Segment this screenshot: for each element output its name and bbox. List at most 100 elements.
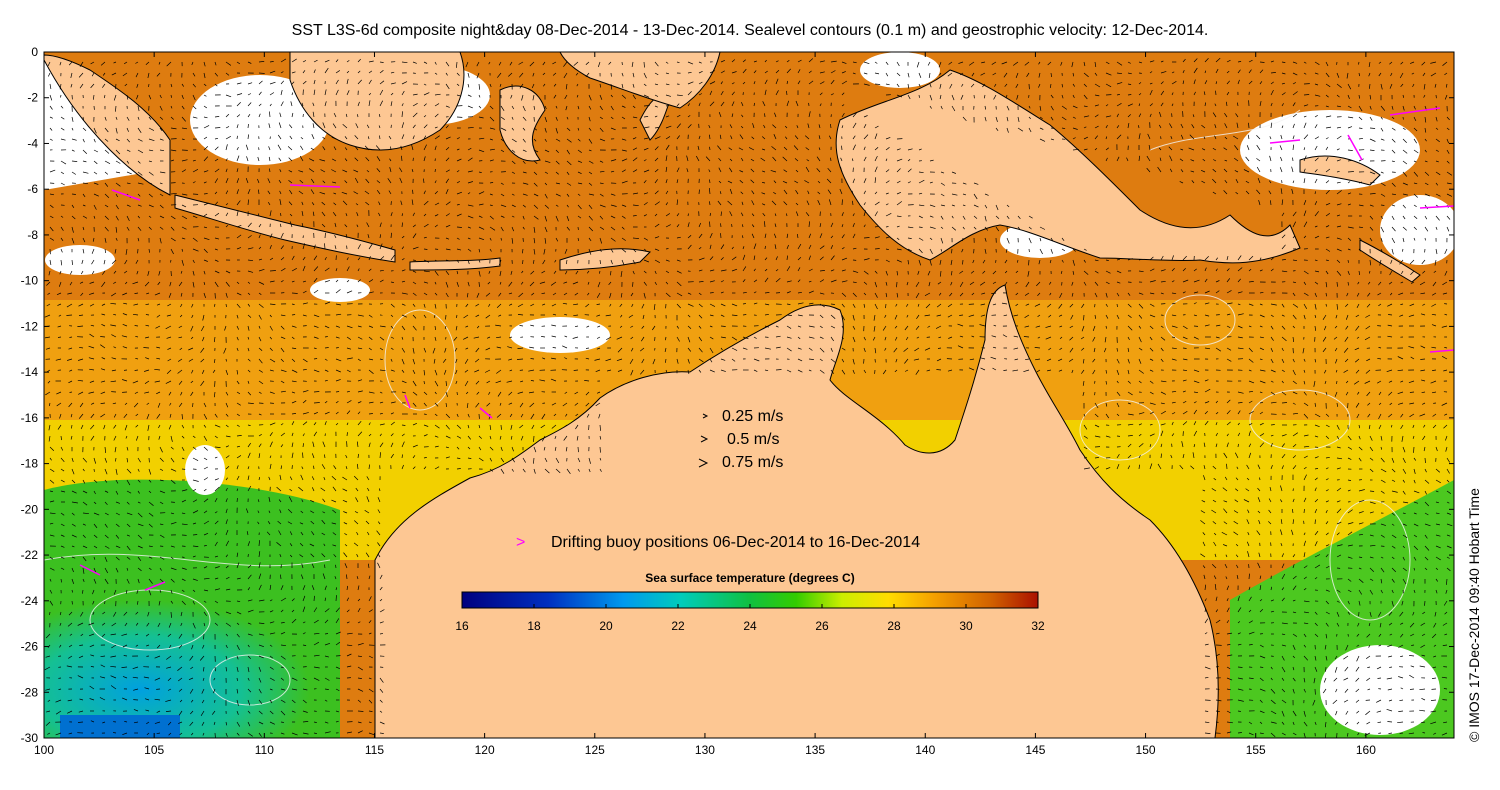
velocity-arrow	[170, 545, 175, 548]
velocity-arrow	[47, 380, 51, 384]
velocity-arrow	[1270, 391, 1276, 396]
velocity-arrow	[1004, 270, 1008, 274]
velocity-arrow	[1314, 358, 1317, 363]
velocity-arrow	[489, 83, 492, 88]
velocity-arrow	[79, 346, 84, 349]
velocity-arrow	[1127, 303, 1132, 308]
velocity-arrow	[1080, 336, 1085, 340]
velocity-arrow	[46, 369, 51, 373]
velocity-arrow	[1059, 347, 1063, 350]
velocity-arrow	[1380, 248, 1383, 253]
velocity-arrow	[82, 457, 88, 463]
velocity-arrow	[1147, 133, 1151, 140]
velocity-arrow	[1105, 72, 1112, 76]
velocity-arrow	[654, 157, 659, 162]
velocity-arrow	[269, 441, 273, 448]
velocity-arrow	[1236, 575, 1239, 580]
velocity-arrow	[280, 89, 283, 96]
velocity-arrow	[1015, 72, 1019, 79]
velocity-arrow	[236, 380, 240, 385]
velocity-arrow	[1368, 61, 1371, 68]
velocity-arrow	[1444, 72, 1448, 76]
velocity-arrow	[620, 314, 623, 318]
velocity-arrow	[311, 134, 315, 140]
velocity-arrow	[114, 248, 117, 254]
velocity-arrow	[1423, 83, 1426, 90]
velocity-arrow	[1424, 556, 1429, 561]
velocity-arrow	[1354, 358, 1360, 363]
velocity-arrow	[110, 302, 117, 305]
velocity-arrow	[1446, 457, 1450, 463]
velocity-arrow	[178, 380, 183, 385]
velocity-arrow	[280, 245, 284, 250]
velocity-arrow	[1435, 171, 1441, 176]
velocity-arrow	[177, 369, 183, 374]
velocity-arrow	[357, 244, 361, 250]
velocity-arrow	[190, 391, 194, 396]
velocity-arrow	[594, 358, 601, 361]
velocity-arrow	[664, 347, 667, 352]
velocity-arrow	[225, 61, 232, 66]
velocity-arrow	[1182, 279, 1189, 283]
velocity-arrow	[344, 158, 348, 162]
velocity-arrow	[412, 212, 415, 217]
velocity-arrow	[1409, 259, 1415, 265]
velocity-arrow	[529, 402, 535, 408]
velocity-arrow	[93, 523, 98, 529]
velocity-arrow	[1435, 116, 1438, 122]
velocity-arrow	[1127, 454, 1132, 459]
velocity-arrow	[1281, 358, 1285, 364]
velocity-arrow	[1215, 257, 1219, 261]
velocity-arrow	[81, 259, 84, 265]
velocity-arrow	[962, 259, 964, 265]
velocity-arrow	[1092, 358, 1096, 363]
velocity-arrow	[643, 159, 647, 162]
velocity-arrow	[104, 160, 111, 165]
velocity-arrow	[423, 236, 427, 239]
velocity-arrow	[1422, 435, 1426, 441]
velocity-arrow	[874, 155, 878, 162]
velocity-arrow	[1248, 281, 1254, 283]
velocity-arrow	[137, 567, 142, 572]
velocity-arrow	[1256, 134, 1261, 140]
velocity-arrow	[1094, 125, 1099, 129]
velocity-arrow	[56, 402, 62, 407]
velocity-arrow	[1325, 105, 1329, 108]
velocity-arrow	[761, 192, 766, 195]
velocity-arrow	[433, 358, 436, 364]
velocity-arrow	[1424, 237, 1426, 241]
velocity-arrow	[1212, 147, 1217, 151]
velocity-arrow	[148, 160, 152, 163]
velocity-arrow	[313, 325, 319, 328]
velocity-arrow	[533, 160, 538, 164]
velocity-arrow	[203, 611, 207, 617]
velocity-arrow	[841, 257, 848, 261]
velocity-arrow	[367, 531, 370, 536]
velocity-arrow	[1314, 145, 1318, 151]
velocity-arrow	[1094, 104, 1100, 107]
velocity-arrow	[245, 508, 249, 514]
velocity-arrow	[1347, 248, 1351, 251]
velocity-arrow	[56, 292, 62, 296]
velocity-arrow	[819, 103, 822, 107]
velocity-arrow	[335, 70, 340, 74]
velocity-arrow	[179, 347, 183, 351]
velocity-arrow	[727, 200, 733, 206]
velocity-arrow	[1413, 457, 1417, 461]
velocity-arrow	[1028, 215, 1033, 219]
velocity-arrow	[993, 324, 997, 327]
velocity-arrow	[170, 215, 176, 220]
velocity-arrow	[1314, 124, 1318, 129]
velocity-arrow	[939, 259, 942, 265]
velocity-arrow	[49, 446, 55, 451]
velocity-arrow	[111, 259, 117, 265]
velocity-arrow	[214, 259, 219, 262]
velocity-arrow	[1446, 523, 1453, 527]
velocity-arrow	[718, 180, 722, 184]
velocity-arrow	[1083, 314, 1085, 321]
velocity-arrow	[830, 222, 834, 228]
velocity-arrow	[203, 270, 206, 275]
velocity-arrow	[1386, 369, 1393, 373]
velocity-arrow	[390, 442, 394, 448]
velocity-arrow	[181, 226, 187, 230]
